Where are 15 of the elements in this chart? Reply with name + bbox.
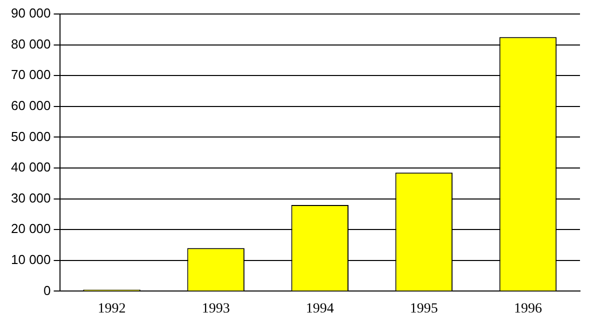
y-tick-label: 30 000 (10, 190, 51, 206)
x-tick-label: 1994 (306, 301, 334, 316)
x-tick-label: 1996 (514, 301, 542, 316)
y-tick-label: 70 000 (10, 67, 51, 82)
x-tick-label: 1992 (98, 301, 126, 316)
y-tick-label: 60 000 (10, 98, 51, 113)
y-tick-label: 0 (44, 282, 51, 298)
y-tick-label: 80 000 (10, 36, 51, 52)
y-tick-label: 40 000 (10, 160, 51, 175)
y-tick-label: 20 000 (10, 221, 51, 236)
y-tick-label: 90 000 (10, 6, 51, 21)
y-tick-label: 50 000 (10, 128, 51, 144)
x-tick-label: 1993 (202, 301, 230, 316)
y-tick-label: 10 000 (10, 252, 51, 267)
x-tick-label: 1995 (410, 301, 438, 316)
